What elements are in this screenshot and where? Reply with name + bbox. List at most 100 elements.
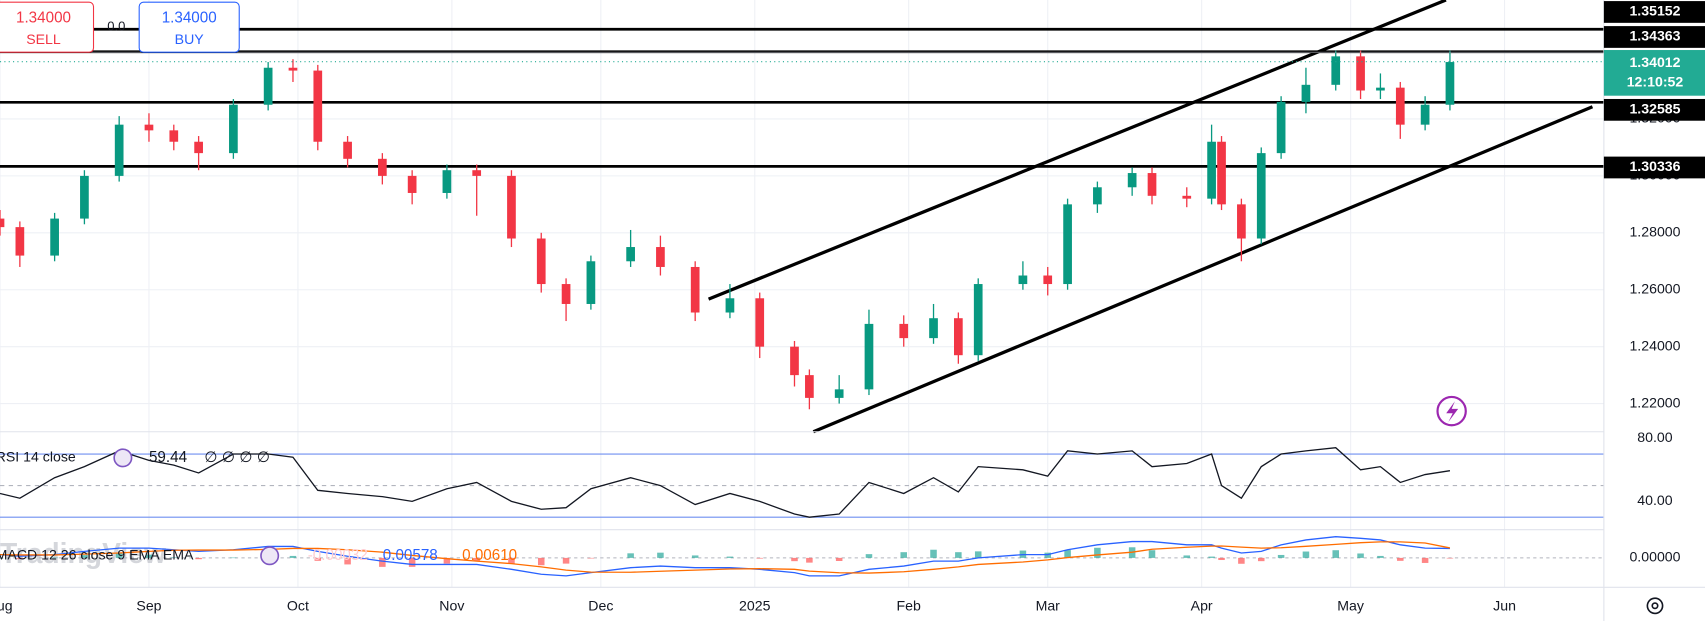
level-tag-label: 1.32585 [1629,101,1680,117]
macd-histogram-value: -0.00032 [308,547,368,564]
level-tag-label: 1.35152 [1629,3,1680,19]
candle-body [656,247,665,267]
candle-body [0,218,5,228]
macd-histogram-bar [1208,556,1215,558]
spread: 0.0 [107,19,125,34]
macd-histogram-bar [1332,550,1339,558]
macd-cycle-icon[interactable] [260,546,280,566]
macd-histogram-bar [865,554,873,558]
macd-histogram-bar [344,557,351,565]
countdown: 12:10:52 [1627,73,1684,89]
rsi-title: RSI 14 close [0,449,76,465]
candle-body [536,238,546,285]
signal-line [0,541,1451,574]
macd-line [0,536,1450,577]
candle-body [80,175,89,219]
macd-histogram-bar [974,551,982,558]
macd-histogram-bar [314,557,322,561]
level-tag-label: 1.30336 [1629,158,1680,174]
candle-body [864,323,874,390]
macd-histogram-bar [537,557,545,566]
candle-body [790,346,799,376]
candle-body [1063,204,1072,285]
x-tick-label: May [1337,598,1365,614]
x-tick-label: Aug [0,598,13,614]
rsi-tick-label: 40.00 [1637,492,1672,508]
macd-histogram-bar [1377,555,1384,558]
macd-histogram-bar [1148,550,1156,558]
candle-body [805,375,814,398]
candle-body [15,227,25,256]
macd-histogram-bar [0,557,4,559]
candle-body [1376,87,1385,91]
candle-body [144,124,154,131]
macd-histogram-bar [691,555,699,558]
macd-histogram-bar [955,552,962,558]
candle-body [561,284,571,304]
macd-histogram-bar [16,557,24,560]
candle-body [313,70,323,142]
settings-icon[interactable] [1646,597,1664,615]
macd-histogram-bar [115,552,123,558]
x-tick-label: Oct [287,598,309,614]
macd-histogram-bar [657,552,664,558]
signal-value: 0.00610 [462,547,517,564]
macd-histogram-bar [51,557,58,559]
watermark: TradingView [0,537,167,569]
macd-histogram-bar [408,557,416,567]
y-tick-label: 1.24000 [1629,337,1680,353]
sell-price: 1.34000 [16,10,71,27]
x-tick-label: Jun [1493,598,1516,614]
y-tick-label: 1.28000 [1629,224,1680,240]
macd-histogram-bar [170,557,178,558]
candle-body [690,266,700,313]
rsi-tick-label: 80.00 [1637,429,1672,445]
macd-histogram-bar [508,557,515,564]
channel-line [812,105,1594,434]
macd-histogram-bar [835,557,843,561]
candle-body [1276,101,1286,154]
candle-body [1217,141,1226,205]
settings-icon-center [1651,602,1659,610]
macd-histogram-bar [473,557,480,562]
candle-body [472,170,482,176]
lightning-icon[interactable] [1436,395,1467,427]
candle-body [407,175,417,193]
level-tag [1603,98,1705,121]
x-tick-label: Apr [1191,598,1213,614]
macd-tick-label: 0.00000 [1629,549,1680,565]
macd-histogram-bar [1302,551,1310,558]
macd-histogram-bar [195,557,202,560]
macd-histogram-bar [230,557,237,559]
level-tag [1603,26,1705,48]
last-price-tag [1603,50,1705,96]
candle-body [1207,141,1216,199]
lightning-bolt [1446,401,1459,422]
macd-histogram-bar [587,557,595,559]
rsi-extra: ∅ ∅ ∅ ∅ [204,449,270,466]
candle-body [229,104,238,154]
sell-label: SELL [26,31,61,47]
channel-line [707,0,1447,301]
x-tick-label: Feb [897,598,921,614]
macd-histogram-bar [1044,552,1051,558]
candle-body [834,389,844,398]
candle-body [1043,275,1053,285]
plot [0,0,1604,577]
rsi-cycle-icon[interactable] [113,448,133,468]
buy-button[interactable] [138,1,240,53]
macd-histogram-bar [900,552,907,558]
buy-label: BUY [175,31,205,47]
macd-histogram-bar [1357,553,1364,558]
candle-body [725,298,735,313]
last-price-label: 1.34012 [1629,54,1680,70]
candle-body [263,67,273,105]
candle-body [586,261,596,304]
macd-histogram-bar [756,557,763,559]
macd-histogram-bar [145,554,153,558]
macd-histogram-bar [379,557,386,567]
sell-button[interactable] [0,1,95,53]
candle-body [1182,195,1192,199]
macd-histogram-bar [1257,557,1265,562]
macd-histogram-bar [289,555,297,558]
